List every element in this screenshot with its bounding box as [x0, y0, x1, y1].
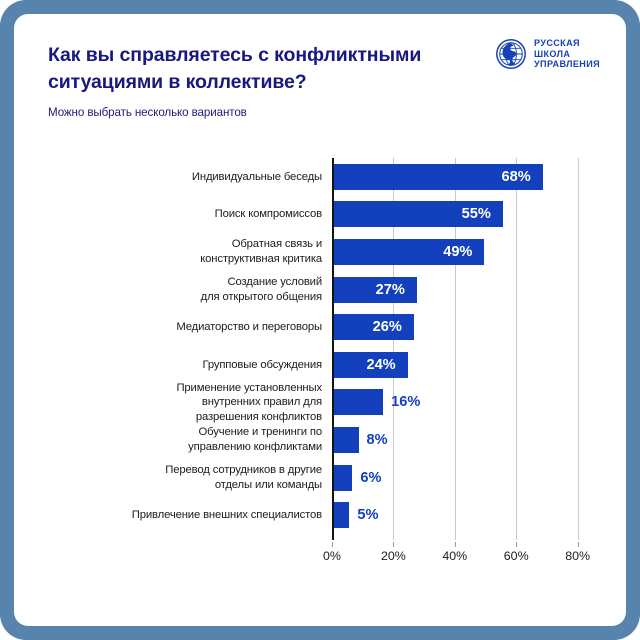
category-label: Перевод сотрудников в другие отделы или к… [165, 464, 322, 491]
gridline [454, 158, 456, 540]
x-tick-label: 80% [565, 549, 590, 563]
plot-area: 68% 55% 49% 27% 26% 24% 16% 8% 6% 5% [318, 158, 586, 540]
bar-value-label: 55% [461, 206, 491, 223]
brand-logo: РУССКАЯ ШКОЛА УПРАВЛЕНИЯ [495, 38, 600, 70]
page-subtitle: Можно выбрать несколько вариантов [48, 106, 247, 119]
page-title: Как вы справляетесь с конфликтными ситуа… [48, 44, 422, 93]
bar-value-label: 8% [366, 431, 388, 448]
x-tick-label: 0% [323, 549, 341, 563]
category-label: Обучение и тренинги по управлению конфлик… [188, 426, 322, 453]
bar-row[interactable]: 55% [318, 196, 586, 234]
brand-line-3: УПРАВЛЕНИЯ [534, 59, 600, 70]
category-label: Применение установленных внутренних прави… [176, 381, 322, 423]
bar-row[interactable]: 16% [318, 384, 586, 422]
bar-value-label: 27% [375, 281, 405, 298]
bar-row[interactable]: 6% [318, 459, 586, 497]
bar-value-label: 24% [366, 356, 396, 373]
bar[interactable] [334, 276, 417, 303]
globe-icon [496, 39, 526, 69]
bar-value-label: 5% [357, 507, 379, 524]
gridline [516, 158, 518, 540]
bar-value-label: 49% [443, 243, 473, 260]
gridline [393, 158, 395, 540]
x-tick-mark [516, 542, 518, 547]
x-tick-mark [332, 542, 333, 547]
x-tick-mark [454, 542, 456, 547]
bar[interactable] [334, 314, 414, 341]
category-label: Медиаторство и переговоры [176, 320, 322, 333]
brand-line-1: РУССКАЯ [534, 38, 580, 49]
y-axis-line [332, 158, 334, 540]
bar-value-label: 68% [501, 168, 531, 185]
category-label: Привлечение внешних специалистов [131, 508, 322, 521]
category-label: Групповые обсуждения [202, 358, 323, 371]
bar[interactable] [334, 389, 384, 416]
gridline [577, 158, 579, 540]
chart-card: Как вы справляетесь с конфликтными ситуа… [14, 14, 626, 626]
category-label: Обратная связь и конструктивная критика [200, 238, 322, 265]
bar-value-label: 6% [360, 469, 382, 486]
bar[interactable] [334, 351, 408, 378]
x-tick-mark [577, 542, 579, 547]
brand-line-2: ШКОЛА [534, 48, 571, 59]
bar-row[interactable]: 49% [318, 233, 586, 271]
bar[interactable] [334, 163, 543, 190]
x-tick-mark [393, 542, 395, 547]
bar-row[interactable]: 24% [318, 346, 586, 384]
x-tick-label: 20% [380, 549, 406, 563]
bar[interactable] [334, 238, 485, 265]
category-label: Создание условий для открытого общения [200, 276, 322, 303]
bar-row[interactable]: 68% [318, 158, 586, 196]
x-axis: 0% 20% 40% 60% 80% [318, 542, 590, 568]
bar-value-label: 16% [391, 394, 421, 411]
category-label: Индивидуальные беседы [191, 170, 322, 183]
brand-logo-text: РУССКАЯ ШКОЛА УПРАВЛЕНИЯ [534, 38, 600, 70]
category-label: Поиск компромиссов [214, 208, 322, 221]
bar-row[interactable]: 8% [318, 421, 586, 459]
bar-value-label: 26% [372, 319, 402, 336]
bar[interactable] [334, 201, 503, 228]
bar-chart: 68% 55% 49% 27% 26% 24% 16% 8% 6% 5% 0% 20% 40% 60% 8… [14, 154, 626, 574]
bar[interactable] [334, 426, 359, 453]
bar-row[interactable]: 27% [318, 271, 586, 309]
bar[interactable] [334, 464, 353, 491]
chart-header: Как вы справляетесь с конфликтными ситуа… [14, 14, 626, 134]
bar-row[interactable]: 5% [318, 496, 586, 534]
x-tick-label: 40% [442, 549, 468, 563]
x-tick-label: 60% [503, 549, 529, 563]
bar-row[interactable]: 26% [318, 308, 586, 346]
bar[interactable] [334, 502, 350, 529]
